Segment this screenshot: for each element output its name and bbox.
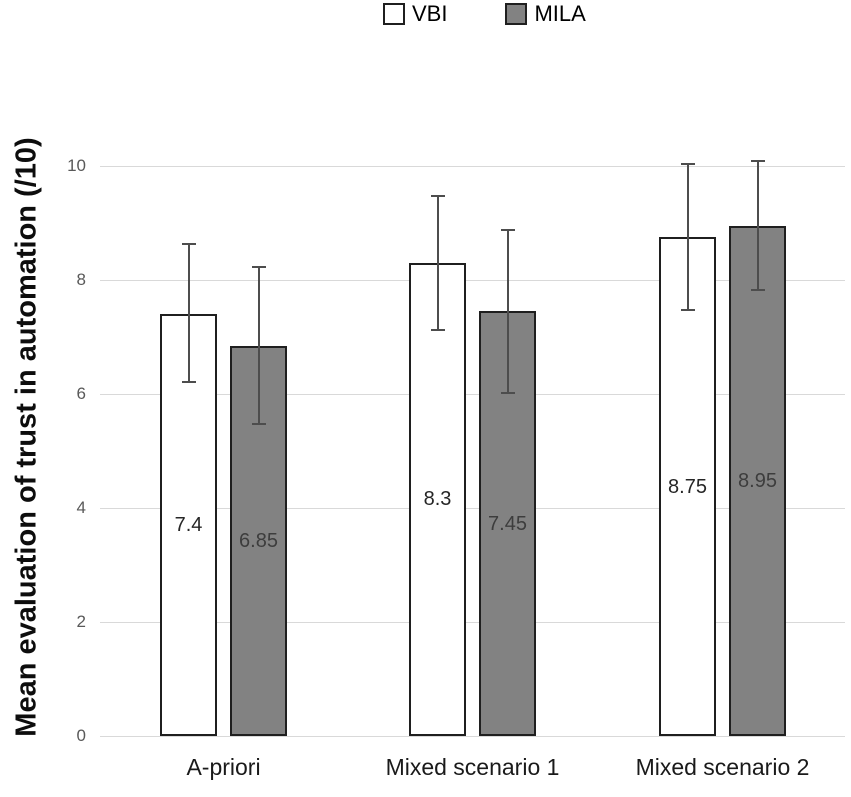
legend-label: MILA	[534, 1, 586, 26]
error-bar-cap-bottom	[251, 423, 266, 426]
x-category-label: Mixed scenario 1	[385, 754, 560, 780]
gridline	[100, 507, 845, 509]
error-bar	[479, 228, 536, 394]
error-bar-line	[756, 160, 759, 292]
legend-swatch-icon	[383, 3, 405, 25]
mila-bar	[729, 225, 786, 736]
plot-area: 7.4 8.3 8.75 6.85 7.45 8.95 A-priori Mixed scen…	[100, 160, 845, 780]
bar-value-label: 7.45	[488, 512, 527, 535]
error-bar-cap-bottom	[181, 380, 196, 383]
bar-value-label: 8.75	[668, 475, 707, 498]
error-bar	[659, 163, 716, 312]
bar-value-label: 8.3	[423, 488, 452, 511]
error-bar-cap-bottom	[430, 329, 445, 332]
error-bar-cap-top	[181, 242, 196, 245]
y-tick-label: 10	[67, 156, 86, 175]
error-bar	[230, 265, 287, 426]
y-tick-label: 2	[76, 612, 86, 631]
error-bar-cap-top	[500, 228, 515, 231]
bar-value-label: 7.4	[174, 514, 203, 537]
gridline	[100, 735, 845, 737]
error-bar-line	[506, 228, 509, 394]
y-tick-label: 0	[76, 726, 86, 745]
y-tick-label: 8	[76, 270, 86, 289]
error-bar	[729, 160, 786, 292]
vbi-bar	[409, 262, 466, 736]
gridline	[100, 165, 845, 167]
y-tick-label: 6	[76, 384, 86, 403]
legend-item-vbi: VBI	[383, 2, 447, 26]
error-bar-cap-top	[750, 160, 765, 163]
x-category-label: A-priori	[186, 754, 261, 780]
error-bar-cap-bottom	[750, 289, 765, 292]
error-bar-line	[686, 163, 689, 312]
error-bar-cap-bottom	[500, 391, 515, 394]
error-bar-cap-top	[251, 265, 266, 268]
error-bar-line	[187, 242, 190, 383]
gridline	[100, 621, 845, 623]
y-tick-label: 4	[76, 498, 86, 517]
legend-item-mila: MILA	[505, 1, 586, 26]
legend-swatch-icon	[505, 3, 528, 25]
error-bar	[409, 194, 466, 332]
error-bar-cap-top	[680, 163, 695, 166]
error-bar-line	[257, 265, 260, 426]
y-axis-title: Mean evaluation of trust in automation (…	[10, 137, 43, 737]
gridline	[100, 279, 845, 281]
error-bar-cap-bottom	[680, 309, 695, 312]
error-bar	[160, 242, 217, 383]
error-bar-cap-top	[430, 194, 445, 197]
error-bar-line	[436, 194, 439, 332]
legend-label: VBI	[412, 1, 448, 26]
x-category-label: Mixed scenario 2	[635, 754, 810, 780]
legend: VBI MILA	[383, 2, 586, 26]
bar-value-label: 8.95	[738, 469, 777, 492]
bar-value-label: 6.85	[239, 529, 278, 552]
gridline	[100, 393, 845, 395]
